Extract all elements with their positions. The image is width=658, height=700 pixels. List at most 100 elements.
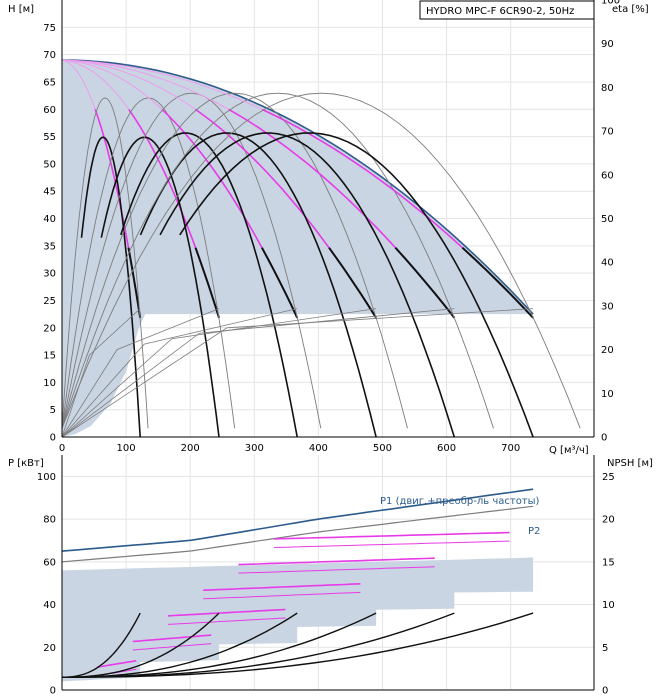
- h-tick-label: 70: [43, 50, 56, 61]
- q-tick-label: 300: [245, 443, 264, 454]
- h-tick-label: 15: [43, 351, 56, 362]
- p-tick-label: 80: [43, 515, 56, 526]
- h-tick-label: 65: [43, 77, 56, 88]
- head-curve-end-6-pumps: [461, 246, 534, 319]
- head-curve-end-4-pumps: [328, 247, 377, 319]
- h-tick-label: 25: [43, 296, 56, 307]
- system-fan-line: [62, 308, 455, 437]
- efficiency-curve-3-pumps-range: [62, 92, 322, 429]
- p-tick-label: 100: [37, 472, 56, 483]
- npsh-tick-label: 10: [602, 600, 615, 611]
- npsh-tick-label: 20: [602, 515, 615, 526]
- eta-tick-label: 70: [601, 127, 614, 138]
- head-curve-end-1-pumps: [127, 247, 142, 318]
- power-curve-3-pumps-p2: [167, 617, 286, 625]
- efficiency-curve-4-pumps: [139, 132, 377, 437]
- head-curve-end-3-pumps: [261, 247, 299, 319]
- p1-curve: [62, 488, 534, 552]
- p2-curve: [62, 505, 534, 563]
- power-curve-4-pumps-p2: [203, 591, 361, 600]
- h-tick-label: 10: [43, 378, 56, 389]
- efficiency-curve-5-pumps-range: [62, 92, 494, 429]
- power-curve-5-pumps-p2: [238, 566, 435, 574]
- power-curve-3-pumps-p1: [167, 608, 286, 617]
- npsh-curve-1-pumps: [62, 612, 141, 678]
- efficiency-curve-4-pumps-range: [62, 92, 408, 429]
- system-fan-line: [62, 308, 298, 437]
- chart-title: HYDRO MPC-F 6CR90-2, 50Hz: [426, 6, 574, 17]
- power-curve-5-pumps-p1: [238, 557, 435, 566]
- head-curve-1-pumps-thin: [62, 59, 96, 110]
- q-tick-label: 200: [181, 443, 200, 454]
- p-tick-label: 20: [43, 643, 56, 654]
- p2-label: P2: [528, 526, 540, 537]
- eta-tick-label: 100: [601, 0, 620, 7]
- chart-title-box: HYDRO MPC-F 6CR90-2, 50Hz: [419, 0, 595, 20]
- q-tick-label: 0: [59, 443, 65, 454]
- p-tick-label: 40: [43, 600, 56, 611]
- efficiency-curve-6-pumps-range: [62, 92, 581, 429]
- h-tick-label: 35: [43, 241, 56, 252]
- efficiency-curve-3-pumps: [120, 132, 298, 437]
- head-curve-end-5-pumps: [394, 247, 456, 319]
- efficiency-curve-5-pumps: [159, 132, 456, 437]
- h-tick-label: 30: [43, 269, 56, 280]
- head-curve-3-pumps-thin: [62, 59, 163, 110]
- q-tick-label: 700: [501, 443, 520, 454]
- h-tick-label: 40: [43, 214, 56, 225]
- efficiency-curve-1-pumps-range: [62, 97, 149, 429]
- system-fan-line: [62, 308, 141, 437]
- npsh-tick-label: 0: [602, 686, 608, 697]
- power-curve-2-pumps-p1: [132, 634, 212, 643]
- head-curve-end-2-pumps: [194, 247, 220, 319]
- h-tick-label: 5: [50, 405, 56, 416]
- efficiency-curve-2-pumps: [100, 136, 220, 437]
- q-tick-label: 500: [373, 443, 392, 454]
- npsh-tick-label: 5: [602, 643, 608, 654]
- npsh-axis-title: NPSH [м]: [607, 458, 653, 469]
- h-tick-label: 55: [43, 132, 56, 143]
- eta-tick-label: 20: [601, 345, 614, 356]
- head-curve-2-pumps-thin: [62, 59, 130, 110]
- system-fan-line: [62, 308, 534, 437]
- p-axis-title: P [кВт]: [8, 458, 44, 469]
- q-tick-label: 400: [309, 443, 328, 454]
- h-tick-label: 50: [43, 159, 56, 170]
- q-axis-unit: Q [м³/ч]: [549, 445, 589, 456]
- eta-tick-label: 30: [601, 301, 614, 312]
- p1-label: P1 (двиг.+преобр-ль частоты): [380, 496, 540, 507]
- head-curve-6-pumps-thin: [62, 59, 263, 110]
- power-curve-6-pumps-p2: [273, 540, 510, 548]
- p-tick-label: 60: [43, 557, 56, 568]
- power-curve-6-pumps-p1: [273, 531, 510, 540]
- eta-axis-title: eta [%]: [612, 4, 649, 15]
- efficiency-curve-6-pumps: [179, 132, 534, 437]
- power-curve-1-pumps-p1: [97, 659, 137, 668]
- system-fan-line: [62, 308, 377, 437]
- head-curve-4-pumps-thin: [62, 59, 196, 110]
- h-tick-label: 75: [43, 23, 56, 34]
- operating-envelope: [62, 60, 534, 437]
- eta-tick-label: 10: [601, 389, 614, 400]
- npsh-tick-label: 15: [602, 557, 615, 568]
- power-curve-4-pumps-p1: [203, 583, 361, 591]
- npsh-curve-6-pumps: [62, 612, 534, 678]
- eta-tick-label: 40: [601, 258, 614, 269]
- npsh-tick-label: 25: [602, 472, 615, 483]
- efficiency-curve-1-pumps: [80, 136, 141, 437]
- h-tick-label: 45: [43, 187, 56, 198]
- eta-tick-label: 60: [601, 170, 614, 181]
- eta-tick-label: 0: [601, 433, 607, 444]
- eta-tick-label: 50: [601, 214, 614, 225]
- power-curve-2-pumps-p2: [132, 643, 212, 651]
- max-head-curve: [62, 59, 534, 315]
- q-tick-label: 600: [437, 443, 456, 454]
- q-tick-label: 100: [117, 443, 136, 454]
- system-fan-line: [62, 308, 220, 437]
- p-tick-label: 0: [50, 686, 56, 697]
- eta-tick-label: 90: [601, 39, 614, 50]
- h-tick-label: 20: [43, 323, 56, 334]
- h-tick-label: 60: [43, 105, 56, 116]
- h-axis-title: H [м]: [8, 4, 34, 15]
